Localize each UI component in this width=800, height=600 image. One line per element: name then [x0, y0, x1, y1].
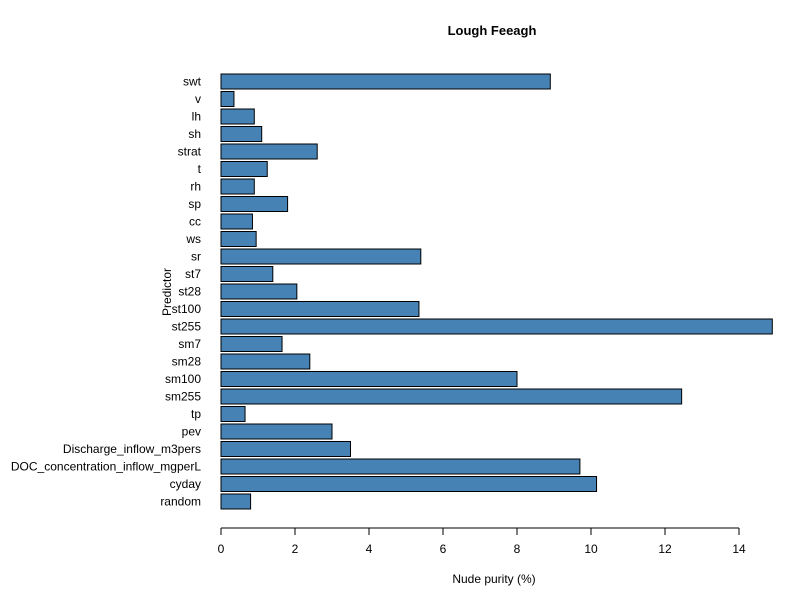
bar-DOC_concentration_inflow_mgperL — [220, 458, 581, 475]
x-axis: 0 2 4 6 8 10 12 14 — [218, 527, 746, 556]
x-tick-label: 0 — [218, 542, 225, 556]
category-label: sm100 — [165, 372, 201, 386]
bar-cyday — [220, 476, 598, 492]
x-tick-label: 4 — [366, 542, 373, 556]
category-label: st255 — [172, 320, 202, 334]
category-label: sm7 — [178, 337, 201, 351]
category-label: cc — [189, 215, 201, 229]
category-label: rh — [190, 180, 201, 194]
x-tick-label: 12 — [658, 542, 672, 556]
category-label: sr — [191, 250, 201, 264]
bar-rh — [220, 178, 255, 195]
bar-random — [220, 493, 252, 510]
category-label: v — [195, 92, 201, 106]
category-label: st100 — [172, 302, 202, 316]
category-label: sp — [188, 197, 201, 211]
x-tick-label: 14 — [732, 542, 746, 556]
chart-title: Lough Feeagh — [448, 23, 537, 38]
x-tick-label: 6 — [440, 542, 447, 556]
bar-strat — [220, 143, 318, 160]
bar-sr — [220, 248, 422, 265]
bar-sm255 — [220, 388, 683, 405]
category-label: tp — [191, 407, 201, 421]
category-label: ws — [185, 232, 201, 246]
category-label: sm28 — [172, 355, 202, 369]
category-label: cyday — [170, 477, 201, 491]
bar-st255 — [220, 318, 773, 335]
bar-sm100 — [220, 371, 518, 387]
category-label: st7 — [185, 267, 201, 281]
bar-v — [220, 91, 235, 107]
x-tick-label: 2 — [292, 542, 299, 556]
bar-sp — [220, 196, 289, 212]
category-label: sh — [188, 127, 201, 141]
bar-st100 — [220, 301, 420, 317]
x-tick-label: 8 — [514, 542, 521, 556]
bar-st7 — [220, 266, 274, 282]
category-label: swt — [183, 75, 202, 89]
bar-st28 — [220, 283, 298, 300]
bar-ws — [220, 231, 257, 247]
x-tick-label: 10 — [584, 542, 598, 556]
category-label: random — [160, 495, 201, 509]
category-label: t — [198, 162, 202, 176]
y-axis-label: Predictor — [160, 268, 174, 316]
category-label: st28 — [178, 285, 201, 299]
category-label: sm255 — [165, 390, 201, 404]
bar-Discharge_inflow_m3pers — [220, 441, 351, 457]
x-axis-label: Nude purity (%) — [452, 572, 535, 586]
category-label: lh — [192, 110, 201, 124]
bars-group — [220, 73, 773, 510]
category-label: DOC_concentration_inflow_mgperL — [11, 460, 201, 474]
bar-sm28 — [220, 353, 311, 370]
category-label: pev — [182, 425, 201, 439]
bar-t — [220, 161, 268, 177]
bar-tp — [220, 406, 246, 422]
category-label: strat — [178, 145, 202, 159]
category-label: Discharge_inflow_m3pers — [63, 442, 201, 456]
bar-sm7 — [220, 336, 283, 352]
bar-pev — [220, 423, 333, 440]
bar-sh — [220, 126, 263, 142]
category-labels: swt v lh sh strat t rh sp cc ws sr st7 st28 st100 st25… — [11, 75, 202, 509]
bar-cc — [220, 213, 253, 230]
bar-swt — [220, 73, 551, 90]
bar-lh — [220, 108, 255, 125]
